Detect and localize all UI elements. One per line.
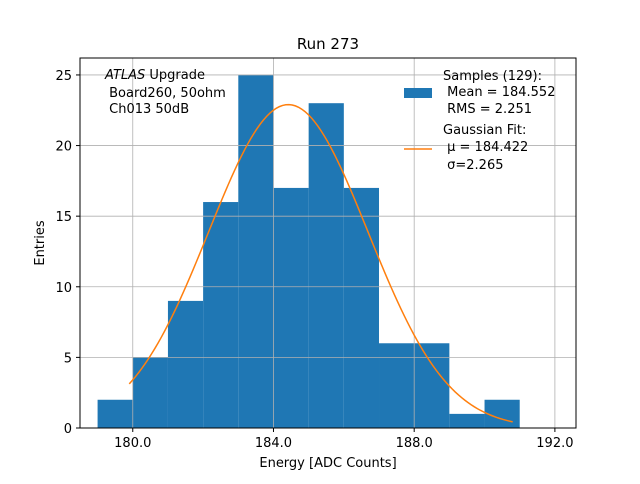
gaussian-fit-curve [128,103,513,423]
histogram-bar [484,399,520,428]
y-tick-label: 5 [64,351,72,366]
atlas-annotation: ATLAS Upgrade Board260, 50ohm Ch013 50dB [104,68,226,117]
y-tick-label: 10 [55,281,72,296]
legend-fit-mu: μ = 184.422 [443,140,528,155]
x-axis-label: Energy [ADC Counts] [259,456,396,471]
legend-samples-mean: Mean = 184.552 [443,85,555,100]
annotation-line-1: ATLAS Upgrade [104,68,205,83]
legend-samples-rms: RMS = 2.251 [443,102,532,117]
histogram-bar [167,300,204,428]
x-tick-label: 192.0 [536,436,573,451]
chart-title: Run 273 [297,35,359,53]
histogram-bar [97,399,133,428]
histogram-bar [379,343,415,428]
histogram-bar [414,343,450,428]
grid-lines [80,58,576,429]
legend-samples-header: Samples (129): [443,69,542,84]
plot-frame [79,57,577,429]
histogram-bar [238,74,274,428]
y-tick-label: 15 [55,210,72,225]
x-axis-ticks: 180.0 184.0 188.0 192.0 [114,428,574,451]
annotation-line-2: Board260, 50ohm [105,86,226,101]
histogram-bar [132,357,168,428]
y-tick-label: 25 [55,69,72,84]
legend-fit-header: Gaussian Fit: [443,123,526,138]
histogram-bar [203,202,239,428]
x-tick-label: 184.0 [255,436,292,451]
gaussian-fit [128,103,513,423]
y-tick-label: 20 [55,140,72,155]
annotation-line-3: Ch013 50dB [105,102,189,117]
legend-samples-swatch [404,88,432,98]
x-tick-label: 188.0 [396,436,433,451]
legend: Samples (129): Mean = 184.552 RMS = 2.25… [404,69,555,173]
histogram-bars [97,74,520,428]
legend-fit-sigma: σ=2.265 [443,158,503,173]
x-tick-label: 180.0 [114,436,151,451]
histogram-bar [273,187,309,428]
histogram-bar [343,187,380,428]
y-axis-ticks: 0 5 10 15 20 25 [55,69,80,437]
histogram-bar [308,103,344,428]
annotation-atlas-word: ATLAS [104,68,145,83]
annotation-upgrade-word: Upgrade [145,68,205,83]
histogram-bar [449,413,485,428]
y-axis-label: Entries [33,220,48,266]
y-tick-label: 0 [64,422,72,437]
